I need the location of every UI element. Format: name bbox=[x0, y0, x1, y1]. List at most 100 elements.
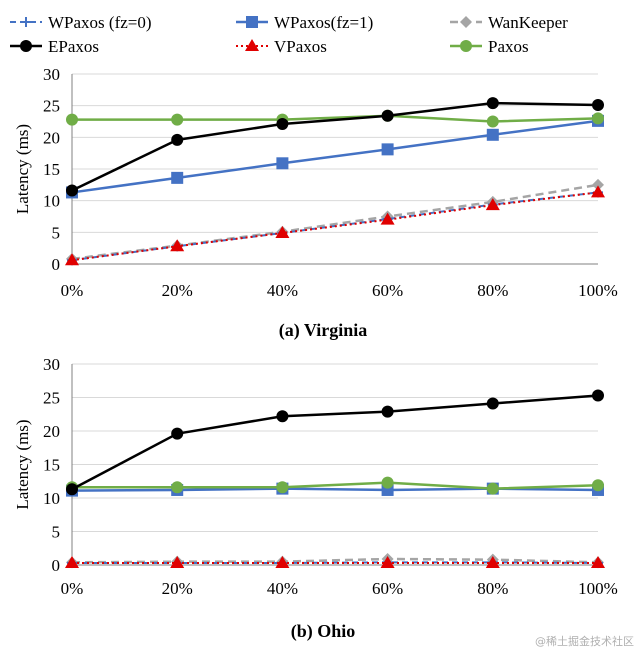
legend-label-wpaxos_fz1: WPaxos(fz=1) bbox=[274, 13, 373, 32]
series-paxos bbox=[66, 476, 604, 495]
data-point-paxos bbox=[381, 476, 394, 489]
data-point-vpaxos bbox=[380, 555, 395, 568]
series-line-paxos bbox=[72, 481, 599, 490]
series-vpaxos bbox=[65, 185, 605, 266]
legend-item-wpaxos_fz0: WPaxos (fz=0) bbox=[10, 13, 152, 32]
data-point-vpaxos bbox=[275, 225, 290, 238]
series-line-epaxos bbox=[71, 101, 599, 192]
x-tick-label: 0% bbox=[61, 281, 84, 300]
data-point-epaxos bbox=[171, 427, 184, 440]
legend-item-wankeeper: WanKeeper bbox=[450, 13, 568, 32]
legend-marker-wankeeper bbox=[460, 16, 472, 28]
y-tick-label: 25 bbox=[43, 97, 60, 116]
legend-label-vpaxos: VPaxos bbox=[274, 37, 327, 56]
series-wankeeper bbox=[66, 552, 604, 569]
data-point-vpaxos bbox=[485, 198, 500, 211]
data-point-vpaxos bbox=[65, 253, 79, 266]
data-point-epaxos bbox=[381, 109, 394, 122]
data-point-paxos bbox=[276, 481, 289, 494]
x-tick-label: 80% bbox=[477, 281, 508, 300]
data-point-epaxos bbox=[276, 410, 289, 423]
legend-marker-epaxos bbox=[20, 40, 32, 52]
data-point-vpaxos bbox=[591, 555, 605, 568]
data-point-wpaxos_fz1 bbox=[276, 157, 289, 170]
legend-marker-wpaxos_fz1 bbox=[246, 16, 258, 28]
y-tick-label: 25 bbox=[43, 389, 60, 408]
data-point-wankeeper bbox=[592, 178, 604, 191]
legend-item-epaxos: EPaxos bbox=[10, 37, 99, 56]
series-vpaxos bbox=[65, 555, 605, 568]
data-point-paxos bbox=[486, 115, 499, 128]
data-point-paxos bbox=[592, 479, 604, 492]
x-tick-label: 80% bbox=[477, 579, 508, 598]
legend-marker-paxos bbox=[460, 40, 472, 52]
y-tick-label: 15 bbox=[43, 160, 60, 179]
data-point-paxos bbox=[486, 482, 499, 495]
series-line-wpaxos_fz0 bbox=[72, 561, 599, 564]
panel-virginia: 0 5 10 15 20 25 30 0% 20% 40% 60% 80% 100% Latency (m… bbox=[13, 65, 618, 341]
series-line-wankeeper bbox=[71, 183, 599, 261]
data-point-wpaxos_fz1 bbox=[381, 143, 394, 156]
x-tick-label: 60% bbox=[372, 281, 403, 300]
data-point-epaxos bbox=[276, 118, 289, 131]
x-tick-label: 100% bbox=[578, 579, 618, 598]
data-point-epaxos bbox=[66, 483, 78, 496]
legend-item-paxos: Paxos bbox=[450, 37, 529, 56]
y-tick-label: 30 bbox=[43, 355, 60, 374]
series-paxos bbox=[66, 109, 604, 128]
data-point-vpaxos bbox=[380, 212, 395, 225]
y-tick-label: 5 bbox=[52, 223, 61, 242]
y-tick-label: 30 bbox=[43, 65, 60, 84]
y-tick-label: 10 bbox=[43, 192, 60, 211]
legend-label-wpaxos_fz0: WPaxos (fz=0) bbox=[48, 13, 152, 32]
panel-caption: (b) Ohio bbox=[291, 621, 356, 642]
y-tick-label: 0 bbox=[52, 255, 61, 274]
data-point-wpaxos_fz1 bbox=[486, 128, 499, 141]
x-tick-label: 60% bbox=[372, 579, 403, 598]
data-point-vpaxos bbox=[591, 185, 605, 198]
y-tick-label: 0 bbox=[52, 556, 61, 575]
data-point-paxos bbox=[592, 112, 604, 125]
panel-caption: (a) Virginia bbox=[279, 320, 368, 341]
series-line-wankeeper bbox=[71, 557, 599, 564]
data-point-wpaxos_fz1 bbox=[171, 171, 184, 184]
x-tick-label: 20% bbox=[162, 579, 193, 598]
y-tick-label: 5 bbox=[52, 523, 61, 542]
series-epaxos bbox=[66, 389, 604, 496]
data-point-vpaxos bbox=[170, 239, 185, 252]
legend-marker-vpaxos bbox=[245, 39, 259, 51]
data-point-epaxos bbox=[381, 405, 394, 418]
series-epaxos bbox=[66, 97, 604, 197]
y-tick-label: 10 bbox=[43, 489, 60, 508]
watermark-text: @稀土掘金技术社区 bbox=[535, 634, 634, 648]
y-axis-label: Latency (ms) bbox=[13, 124, 32, 214]
series-line-vpaxos bbox=[71, 191, 599, 262]
legend-label-epaxos: EPaxos bbox=[48, 37, 99, 56]
series-wankeeper bbox=[66, 178, 604, 265]
y-tick-label: 20 bbox=[43, 128, 60, 147]
data-point-paxos bbox=[66, 113, 78, 126]
data-point-epaxos bbox=[486, 97, 499, 110]
x-tick-label: 40% bbox=[267, 579, 298, 598]
data-point-vpaxos bbox=[170, 555, 185, 568]
x-tick-label: 100% bbox=[578, 281, 618, 300]
series-line-wpaxos_fz1 bbox=[71, 119, 599, 194]
data-point-vpaxos bbox=[485, 555, 500, 568]
data-point-epaxos bbox=[592, 389, 604, 402]
legend-marker-wpaxos_fz0 bbox=[21, 17, 31, 27]
legend: WPaxos (fz=0) WPaxos(fz=1) WanKeeper EPaxos… bbox=[10, 13, 568, 56]
x-tick-label: 0% bbox=[61, 579, 84, 598]
data-point-epaxos bbox=[486, 397, 499, 410]
data-point-paxos bbox=[171, 481, 184, 494]
x-tick-label: 40% bbox=[267, 281, 298, 300]
legend-label-paxos: Paxos bbox=[488, 37, 529, 56]
legend-item-wpaxos_fz1: WPaxos(fz=1) bbox=[236, 13, 373, 32]
data-point-epaxos bbox=[592, 99, 604, 112]
y-axis-label: Latency (ms) bbox=[13, 419, 32, 509]
legend-item-vpaxos: VPaxos bbox=[236, 37, 327, 56]
data-point-epaxos bbox=[171, 133, 184, 146]
panel-ohio: 0 5 10 15 20 25 30 0% 20% 40% 60% 80% 100% Latency (m… bbox=[13, 355, 618, 642]
series-wpaxos_fz1 bbox=[66, 114, 604, 199]
y-tick-label: 20 bbox=[43, 422, 60, 441]
data-point-paxos bbox=[171, 113, 184, 126]
